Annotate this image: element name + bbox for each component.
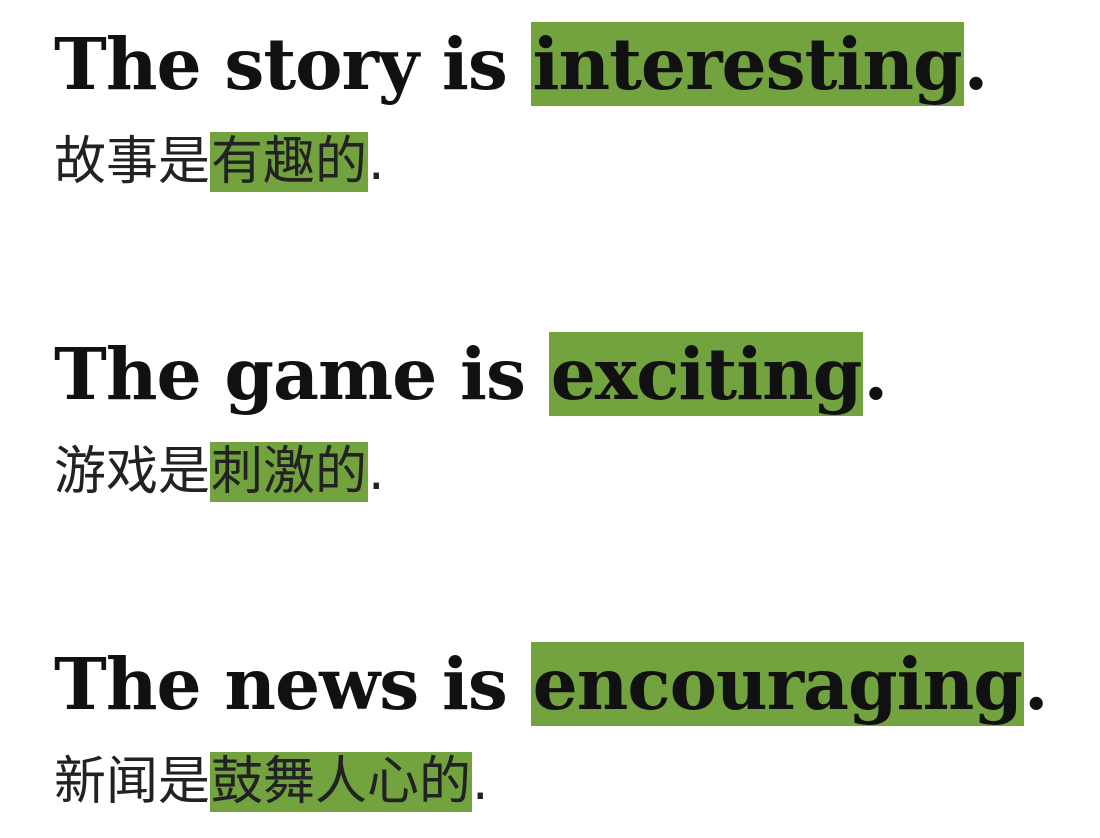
chinese-highlighted-adjective: 刺激的 bbox=[210, 442, 369, 502]
chinese-sentence-2: 游戏是刺激的. bbox=[54, 426, 887, 518]
english-highlighted-adjective: encouraging bbox=[530, 642, 1024, 726]
english-text-before: The game is bbox=[54, 332, 549, 416]
chinese-text-after: . bbox=[472, 752, 489, 812]
english-text-after: . bbox=[1023, 642, 1049, 726]
chinese-highlighted-adjective: 鼓舞人心的 bbox=[210, 752, 473, 812]
english-highlighted-adjective: exciting bbox=[548, 332, 864, 416]
chinese-text-before: 故事是 bbox=[54, 132, 211, 192]
sentence-pair-3: The news is encouraging. 新闻是鼓舞人心的. bbox=[54, 632, 1049, 828]
english-sentence-3: The news is encouraging. bbox=[54, 632, 1049, 736]
english-text-after: . bbox=[863, 332, 888, 416]
chinese-sentence-1: 故事是有趣的. bbox=[54, 116, 987, 208]
english-text-before: The story is bbox=[54, 22, 531, 106]
english-sentence-2: The game is exciting. bbox=[54, 322, 888, 426]
chinese-text-after: . bbox=[368, 132, 385, 192]
sentence-pair-1: The story is interesting. 故事是有趣的. bbox=[54, 12, 989, 208]
chinese-sentence-3: 新闻是鼓舞人心的. bbox=[54, 736, 1048, 828]
chinese-text-before: 新闻是 bbox=[54, 752, 211, 812]
english-sentence-1: The story is interesting. bbox=[54, 12, 989, 116]
english-highlighted-adjective: interesting bbox=[530, 22, 964, 106]
chinese-text-after: . bbox=[368, 442, 385, 502]
sentence-pair-2: The game is exciting. 游戏是刺激的. bbox=[54, 322, 888, 518]
chinese-text-before: 游戏是 bbox=[54, 442, 211, 502]
chinese-highlighted-adjective: 有趣的 bbox=[210, 132, 369, 192]
english-text-before: The news is bbox=[54, 642, 531, 726]
english-text-after: . bbox=[963, 22, 989, 106]
